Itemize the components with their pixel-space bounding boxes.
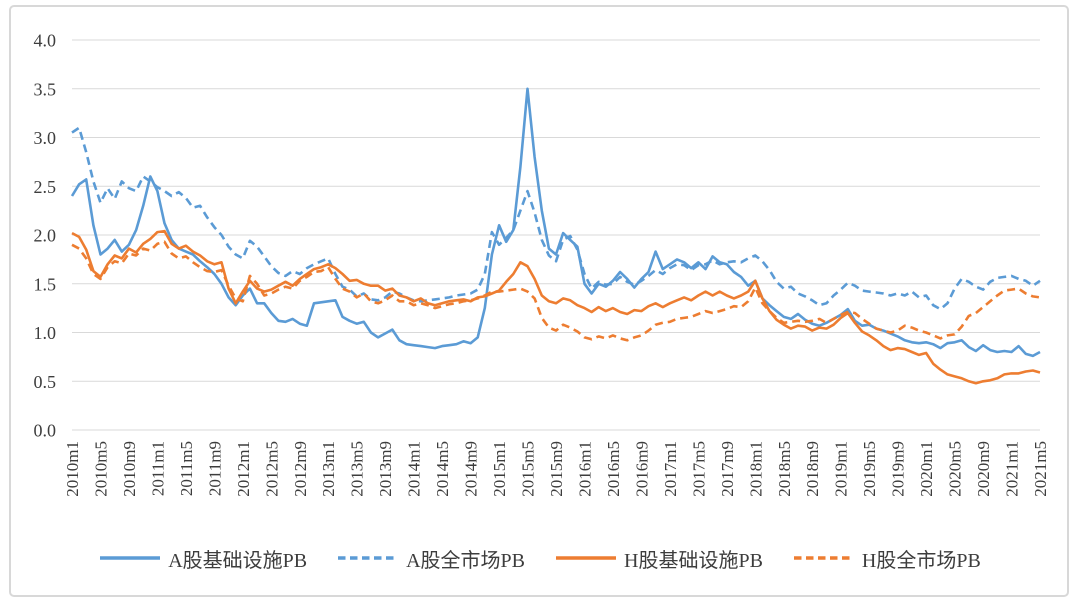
x-axis-tick-label: 2011m9 [205, 441, 224, 496]
legend-item-2: H股基础设施PB [555, 544, 763, 573]
x-axis-tick-label: 2019m5 [860, 441, 879, 497]
series-line-3 [71, 240, 1041, 342]
x-axis-tick-label: 2018m9 [803, 441, 822, 497]
x-axis-tick-label: 2016m5 [604, 441, 623, 497]
chart-legend: A股基础设施PB A股全市场PB H股基础设施PB H股全市场PB [0, 536, 1080, 580]
x-axis-tick-label: 2018m1 [746, 441, 765, 497]
x-axis-tick-label: 2020m9 [974, 441, 993, 497]
y-axis-tick-label: 3.5 [34, 79, 57, 99]
x-axis-tick-label: 2018m5 [775, 441, 794, 497]
y-axis-tick-label: 0.5 [34, 372, 57, 392]
legend-swatch-solid-line [556, 556, 616, 560]
x-axis-tick-label: 2013m1 [319, 441, 338, 497]
x-axis-tick-label: 2019m1 [832, 441, 851, 497]
x-axis-tick-label: 2011m1 [148, 441, 167, 496]
x-axis-tick-label: 2015m1 [490, 441, 509, 497]
x-axis-tick-label: 2016m9 [632, 441, 651, 497]
x-axis-tick-label: 2013m9 [376, 441, 395, 497]
x-axis-tick-label: 2012m5 [262, 441, 281, 497]
x-axis-tick-label: 2020m5 [946, 441, 965, 497]
x-axis-tick-label: 2014m1 [405, 441, 424, 497]
y-axis-tick-label: 3.0 [34, 128, 57, 148]
x-axis-tick-label: 2015m9 [547, 441, 566, 497]
x-axis-tick-label: 2021m5 [1031, 441, 1050, 497]
legend-swatch-solid-line [100, 556, 161, 560]
x-axis-tick-label: 2010m5 [92, 441, 111, 497]
x-axis-tick-label: 2017m5 [689, 441, 708, 497]
x-axis-tick-label: 2012m9 [291, 441, 310, 497]
y-axis-tick-label: 0.0 [34, 421, 57, 441]
legend-label: A股全市场PB [406, 549, 525, 572]
x-axis-tick-label: 2015m5 [519, 441, 538, 497]
x-axis-tick-label: 2010m1 [63, 441, 82, 497]
legend-label: H股基础设施PB [624, 549, 763, 572]
y-axis-tick-label: 4.0 [34, 31, 57, 51]
series-line-1 [71, 126, 1041, 311]
pb-line-chart: 0.0 0.5 1.0 1.5 2.0 2.5 3.0 3.5 4.0 2010m1 2010m5 2… [34, 31, 1051, 497]
y-axis-tick-label: 1.5 [34, 274, 57, 294]
legend-item-0: A股基础设施PB [99, 544, 307, 573]
legend-item-1: A股全市场PB [337, 544, 525, 573]
x-axis-tick-label: 2019m9 [889, 441, 908, 497]
legend-label: H股全市场PB [861, 549, 981, 572]
x-axis-tick-label: 2017m1 [661, 441, 680, 497]
y-axis-tick-label: 1.0 [34, 323, 57, 343]
y-axis-tick-label: 2.0 [34, 226, 57, 246]
x-axis-tick-label: 2014m5 [433, 441, 452, 497]
x-axis-tick-label: 2011m5 [177, 441, 196, 496]
x-axis-tick-label: 2020m1 [917, 441, 936, 497]
series-line-0 [70, 87, 1041, 358]
legend-swatch-dashed-line [338, 556, 399, 560]
x-axis-tick-label: 2021m1 [1003, 441, 1022, 497]
legend-item-3: H股全市场PB [793, 544, 981, 573]
x-axis-tick-label: 2010m9 [120, 441, 139, 497]
x-axis-tick-label: 2016m1 [576, 441, 595, 497]
chart-frame [9, 5, 1069, 597]
legend-label: A股基础设施PB [168, 549, 308, 572]
y-axis-tick-label: 2.5 [34, 177, 57, 197]
series-line-2 [71, 229, 1041, 385]
x-axis-tick-label: 2013m5 [348, 441, 367, 497]
legend-swatch-dashed-line [793, 556, 854, 560]
x-axis-tick-label: 2014m9 [462, 441, 481, 497]
x-axis-tick-label: 2012m1 [234, 441, 253, 497]
x-axis-tick-label: 2017m9 [718, 441, 737, 497]
